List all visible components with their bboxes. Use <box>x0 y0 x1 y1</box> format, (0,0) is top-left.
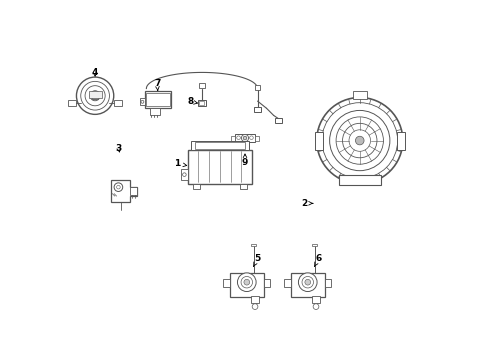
Text: 2: 2 <box>301 199 313 208</box>
Circle shape <box>238 273 256 292</box>
Bar <box>130 187 137 195</box>
Circle shape <box>317 98 403 184</box>
Circle shape <box>141 100 144 103</box>
Circle shape <box>322 103 397 179</box>
Text: 8: 8 <box>187 97 197 106</box>
Circle shape <box>305 279 311 285</box>
Circle shape <box>250 136 253 139</box>
Bar <box>275 118 282 123</box>
Bar <box>254 107 261 112</box>
Bar <box>145 91 171 108</box>
Bar <box>198 100 205 106</box>
Bar <box>199 83 205 88</box>
Bar <box>188 149 252 184</box>
Circle shape <box>117 185 120 189</box>
Circle shape <box>237 136 240 139</box>
Bar <box>199 102 204 105</box>
Bar <box>255 135 259 140</box>
Circle shape <box>76 77 114 114</box>
Polygon shape <box>111 180 137 202</box>
Text: 4: 4 <box>92 68 98 77</box>
Bar <box>251 296 259 303</box>
Polygon shape <box>89 91 101 98</box>
Polygon shape <box>181 169 188 180</box>
Bar <box>231 135 235 140</box>
Circle shape <box>183 173 186 176</box>
Polygon shape <box>68 100 76 106</box>
Circle shape <box>114 183 122 192</box>
Circle shape <box>252 304 258 310</box>
Circle shape <box>90 91 100 101</box>
Bar <box>195 141 245 149</box>
Bar <box>235 134 255 142</box>
Text: 5: 5 <box>253 255 261 266</box>
Bar <box>92 93 98 99</box>
Bar <box>339 175 381 185</box>
Circle shape <box>336 117 383 164</box>
Text: 3: 3 <box>116 144 122 153</box>
Bar <box>251 244 256 246</box>
Text: 9: 9 <box>242 154 248 167</box>
Polygon shape <box>114 100 122 106</box>
Bar <box>240 184 247 189</box>
Bar <box>312 296 320 303</box>
Bar <box>193 184 200 189</box>
Circle shape <box>355 136 364 145</box>
Circle shape <box>85 86 105 106</box>
Circle shape <box>343 123 377 158</box>
Circle shape <box>330 111 390 171</box>
Circle shape <box>242 134 248 141</box>
Bar <box>325 279 331 287</box>
Circle shape <box>241 276 252 288</box>
Circle shape <box>313 304 319 310</box>
Circle shape <box>243 136 247 140</box>
Bar <box>230 273 264 297</box>
Bar <box>291 273 325 297</box>
Circle shape <box>81 81 109 110</box>
Bar <box>223 279 230 287</box>
Bar <box>397 132 405 149</box>
Circle shape <box>302 276 314 288</box>
Polygon shape <box>191 140 248 149</box>
Bar <box>264 279 270 287</box>
Bar <box>150 108 160 115</box>
Bar <box>140 98 145 105</box>
Text: 7: 7 <box>154 79 160 91</box>
Bar <box>255 85 260 90</box>
Circle shape <box>244 279 250 285</box>
Bar <box>315 132 323 149</box>
Bar <box>285 279 291 287</box>
Circle shape <box>349 130 370 151</box>
Text: 1: 1 <box>174 159 187 168</box>
Circle shape <box>298 273 317 292</box>
Bar <box>313 244 318 246</box>
Bar <box>353 91 367 99</box>
Text: 6: 6 <box>315 255 321 266</box>
Bar <box>147 93 170 107</box>
